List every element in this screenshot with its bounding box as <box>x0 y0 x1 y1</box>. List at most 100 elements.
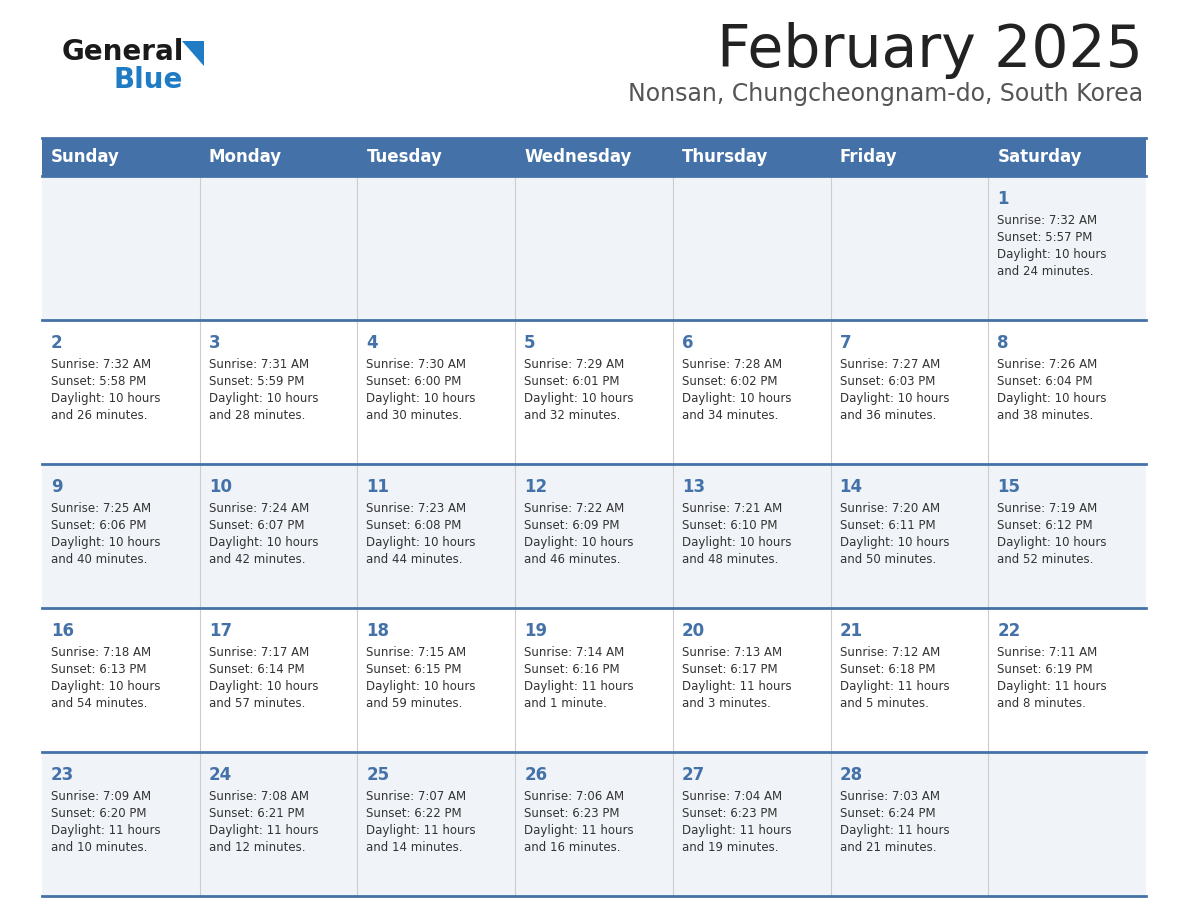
Text: and 26 minutes.: and 26 minutes. <box>51 409 147 422</box>
Bar <box>42 752 1146 896</box>
Text: Sunset: 6:08 PM: Sunset: 6:08 PM <box>366 519 462 532</box>
Text: Daylight: 10 hours: Daylight: 10 hours <box>682 392 791 405</box>
Text: and 44 minutes.: and 44 minutes. <box>366 553 463 566</box>
Text: Sunset: 6:07 PM: Sunset: 6:07 PM <box>209 519 304 532</box>
Text: Daylight: 10 hours: Daylight: 10 hours <box>840 536 949 549</box>
Text: 14: 14 <box>840 478 862 496</box>
Text: 19: 19 <box>524 622 548 640</box>
Text: 17: 17 <box>209 622 232 640</box>
Text: Sunset: 5:59 PM: Sunset: 5:59 PM <box>209 375 304 388</box>
Text: Sunrise: 7:25 AM: Sunrise: 7:25 AM <box>51 502 151 515</box>
Text: Sunrise: 7:13 AM: Sunrise: 7:13 AM <box>682 646 782 659</box>
Text: Sunset: 6:13 PM: Sunset: 6:13 PM <box>51 663 146 676</box>
Text: Sunrise: 7:11 AM: Sunrise: 7:11 AM <box>997 646 1098 659</box>
Text: Daylight: 11 hours: Daylight: 11 hours <box>840 680 949 693</box>
Text: and 16 minutes.: and 16 minutes. <box>524 841 620 854</box>
Text: Sunrise: 7:28 AM: Sunrise: 7:28 AM <box>682 358 782 371</box>
Text: and 40 minutes.: and 40 minutes. <box>51 553 147 566</box>
Text: Daylight: 10 hours: Daylight: 10 hours <box>840 392 949 405</box>
Text: and 46 minutes.: and 46 minutes. <box>524 553 620 566</box>
Text: Sunset: 6:20 PM: Sunset: 6:20 PM <box>51 807 146 820</box>
Text: Sunrise: 7:19 AM: Sunrise: 7:19 AM <box>997 502 1098 515</box>
Text: Daylight: 10 hours: Daylight: 10 hours <box>997 248 1107 261</box>
Text: 25: 25 <box>366 766 390 784</box>
Text: Daylight: 10 hours: Daylight: 10 hours <box>366 536 476 549</box>
Text: 7: 7 <box>840 334 851 352</box>
Text: Sunrise: 7:03 AM: Sunrise: 7:03 AM <box>840 790 940 803</box>
Text: 18: 18 <box>366 622 390 640</box>
Text: and 5 minutes.: and 5 minutes. <box>840 697 929 710</box>
Text: Daylight: 11 hours: Daylight: 11 hours <box>524 680 633 693</box>
Text: Daylight: 11 hours: Daylight: 11 hours <box>682 824 791 837</box>
Text: Sunrise: 7:15 AM: Sunrise: 7:15 AM <box>366 646 467 659</box>
Text: and 3 minutes.: and 3 minutes. <box>682 697 771 710</box>
Text: and 28 minutes.: and 28 minutes. <box>209 409 305 422</box>
Text: Sunset: 6:16 PM: Sunset: 6:16 PM <box>524 663 620 676</box>
Text: Sunset: 6:22 PM: Sunset: 6:22 PM <box>366 807 462 820</box>
Text: and 8 minutes.: and 8 minutes. <box>997 697 1086 710</box>
Text: and 50 minutes.: and 50 minutes. <box>840 553 936 566</box>
Text: Sunrise: 7:09 AM: Sunrise: 7:09 AM <box>51 790 151 803</box>
Text: Daylight: 11 hours: Daylight: 11 hours <box>682 680 791 693</box>
Text: Sunrise: 7:32 AM: Sunrise: 7:32 AM <box>51 358 151 371</box>
Text: 6: 6 <box>682 334 694 352</box>
Text: Sunset: 5:58 PM: Sunset: 5:58 PM <box>51 375 146 388</box>
Text: 16: 16 <box>51 622 74 640</box>
Text: and 1 minute.: and 1 minute. <box>524 697 607 710</box>
Text: Nonsan, Chungcheongnam-do, South Korea: Nonsan, Chungcheongnam-do, South Korea <box>628 82 1143 106</box>
Text: Sunset: 6:15 PM: Sunset: 6:15 PM <box>366 663 462 676</box>
Text: Daylight: 10 hours: Daylight: 10 hours <box>51 680 160 693</box>
Text: 9: 9 <box>51 478 63 496</box>
Text: Sunset: 6:01 PM: Sunset: 6:01 PM <box>524 375 620 388</box>
Text: 13: 13 <box>682 478 704 496</box>
Text: Sunrise: 7:32 AM: Sunrise: 7:32 AM <box>997 214 1098 227</box>
Text: Sunset: 6:00 PM: Sunset: 6:00 PM <box>366 375 462 388</box>
Text: Daylight: 11 hours: Daylight: 11 hours <box>524 824 633 837</box>
Text: 21: 21 <box>840 622 862 640</box>
Text: Sunrise: 7:26 AM: Sunrise: 7:26 AM <box>997 358 1098 371</box>
Text: Sunset: 6:19 PM: Sunset: 6:19 PM <box>997 663 1093 676</box>
Text: Sunday: Sunday <box>51 148 120 166</box>
Text: Daylight: 11 hours: Daylight: 11 hours <box>51 824 160 837</box>
Text: Daylight: 10 hours: Daylight: 10 hours <box>524 536 633 549</box>
Text: Sunrise: 7:07 AM: Sunrise: 7:07 AM <box>366 790 467 803</box>
Text: 1: 1 <box>997 190 1009 208</box>
Text: Sunrise: 7:06 AM: Sunrise: 7:06 AM <box>524 790 624 803</box>
Text: Daylight: 11 hours: Daylight: 11 hours <box>997 680 1107 693</box>
Text: 10: 10 <box>209 478 232 496</box>
Text: Sunset: 6:24 PM: Sunset: 6:24 PM <box>840 807 935 820</box>
Text: 27: 27 <box>682 766 706 784</box>
Text: and 42 minutes.: and 42 minutes. <box>209 553 305 566</box>
Text: and 34 minutes.: and 34 minutes. <box>682 409 778 422</box>
Bar <box>42 320 1146 464</box>
Text: Sunset: 6:06 PM: Sunset: 6:06 PM <box>51 519 146 532</box>
Text: Friday: Friday <box>840 148 897 166</box>
Text: Daylight: 10 hours: Daylight: 10 hours <box>682 536 791 549</box>
Text: 28: 28 <box>840 766 862 784</box>
Text: and 32 minutes.: and 32 minutes. <box>524 409 620 422</box>
Text: Daylight: 10 hours: Daylight: 10 hours <box>209 536 318 549</box>
Text: Sunset: 5:57 PM: Sunset: 5:57 PM <box>997 231 1093 244</box>
Text: Daylight: 10 hours: Daylight: 10 hours <box>524 392 633 405</box>
Bar <box>42 608 1146 752</box>
Text: Sunset: 6:21 PM: Sunset: 6:21 PM <box>209 807 304 820</box>
Bar <box>42 464 1146 608</box>
Text: and 10 minutes.: and 10 minutes. <box>51 841 147 854</box>
Text: Daylight: 11 hours: Daylight: 11 hours <box>366 824 476 837</box>
Text: Sunrise: 7:14 AM: Sunrise: 7:14 AM <box>524 646 625 659</box>
Text: 24: 24 <box>209 766 232 784</box>
Text: 2: 2 <box>51 334 63 352</box>
Text: Sunset: 6:03 PM: Sunset: 6:03 PM <box>840 375 935 388</box>
Bar <box>42 138 1146 176</box>
Text: 22: 22 <box>997 622 1020 640</box>
Text: Wednesday: Wednesday <box>524 148 632 166</box>
Text: Sunrise: 7:30 AM: Sunrise: 7:30 AM <box>366 358 467 371</box>
Text: Daylight: 10 hours: Daylight: 10 hours <box>366 392 476 405</box>
Polygon shape <box>182 41 204 66</box>
Text: and 54 minutes.: and 54 minutes. <box>51 697 147 710</box>
Text: and 24 minutes.: and 24 minutes. <box>997 265 1094 278</box>
Text: Daylight: 10 hours: Daylight: 10 hours <box>209 392 318 405</box>
Text: Daylight: 11 hours: Daylight: 11 hours <box>840 824 949 837</box>
Text: Sunrise: 7:20 AM: Sunrise: 7:20 AM <box>840 502 940 515</box>
Text: Sunrise: 7:23 AM: Sunrise: 7:23 AM <box>366 502 467 515</box>
